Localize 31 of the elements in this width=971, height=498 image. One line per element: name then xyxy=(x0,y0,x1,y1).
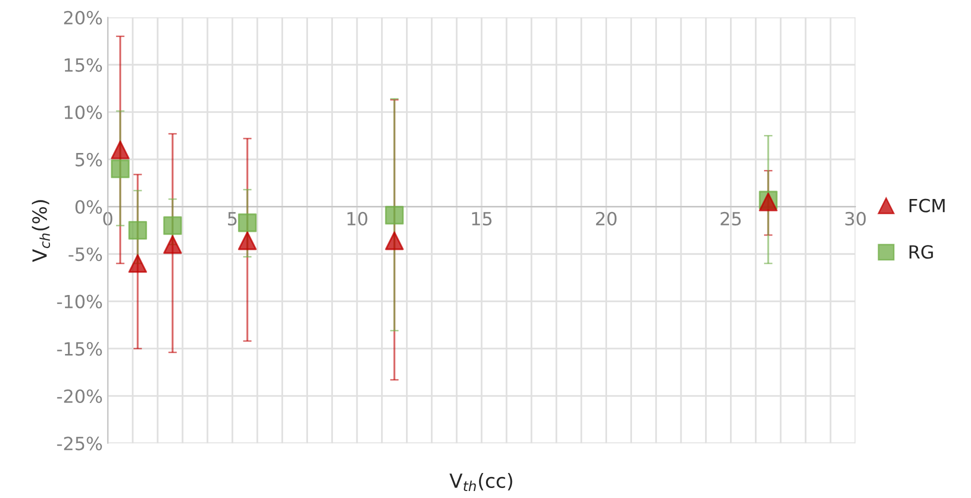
y-tick-label: 20% xyxy=(64,10,102,25)
point xyxy=(110,159,130,178)
y-tick-label: 0% xyxy=(75,200,102,214)
x-tick-label: 15 xyxy=(472,212,492,226)
legend-label: RG xyxy=(910,245,933,259)
y-tick-label: -25% xyxy=(57,436,102,450)
point xyxy=(128,220,148,240)
y-tick-label: -5% xyxy=(68,247,102,262)
y-tick-label: -10% xyxy=(57,294,102,308)
x-tick-label: 0 xyxy=(103,212,112,226)
point xyxy=(110,140,130,160)
y-tick-label: 15% xyxy=(64,58,102,72)
y-tick-label: -15% xyxy=(57,342,102,356)
y-tick-label: 10% xyxy=(64,106,102,120)
point xyxy=(128,254,148,273)
x-tick-label: 25 xyxy=(720,212,741,226)
point xyxy=(238,231,257,250)
legend-label: FCM xyxy=(910,198,945,212)
x-axis-title: V$_{th}$(cc) xyxy=(449,473,512,491)
point xyxy=(385,206,404,225)
y-axis-title: V$_{ch}$(%) xyxy=(32,200,50,262)
point xyxy=(163,216,182,235)
y-tick-label: 5% xyxy=(76,152,102,166)
point xyxy=(238,213,257,232)
x-tick-label: 20 xyxy=(596,212,617,226)
y-tick-label: -20% xyxy=(57,389,102,404)
x-tick-label: 5 xyxy=(228,212,237,226)
x-tick-label: 30 xyxy=(845,212,866,226)
x-tick-label: 10 xyxy=(348,212,368,226)
point xyxy=(385,231,404,250)
point xyxy=(163,235,182,254)
